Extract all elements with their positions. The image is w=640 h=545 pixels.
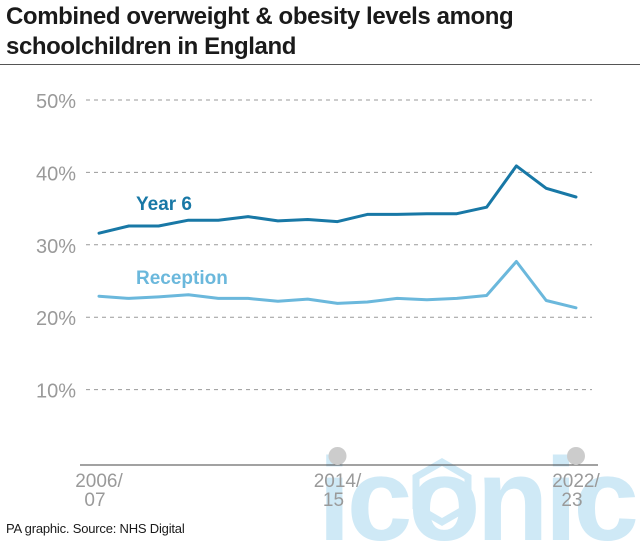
grid-lines <box>80 99 598 466</box>
watermark-hexagon <box>412 457 472 527</box>
x-axis-ticks: 2006/07 2014/15 2022/23 <box>75 447 600 511</box>
y-tick-label: 10% <box>36 381 76 403</box>
x-tick-label: 2022/ <box>552 471 600 492</box>
y-tick-label: 20% <box>36 308 76 330</box>
watermark-logo: iconic <box>318 434 640 545</box>
series-labels: Year 6 Reception <box>136 194 228 289</box>
y-tick-label: 40% <box>36 163 76 185</box>
x-tick-label: 15 <box>323 490 344 511</box>
source-note: PA graphic. Source: NHS Digital <box>6 521 185 536</box>
chart-title: Combined overweight & obesity levels amo… <box>6 3 514 60</box>
x-tick-label: 2006/ <box>75 471 123 492</box>
series-line-year6 <box>97 164 578 235</box>
y-tick-label: 30% <box>36 236 76 258</box>
y-tick-label: 50% <box>36 91 76 113</box>
series-label-year6: Year 6 <box>136 194 192 215</box>
x-tick-label: 23 <box>561 490 582 511</box>
x-tick-marker <box>567 447 585 465</box>
series-line-reception <box>97 260 578 310</box>
x-tick-label: 2014/ <box>314 471 362 492</box>
x-tick-label: 07 <box>84 490 105 511</box>
y-axis-ticks: 10% 20% 30% 40% 50% <box>36 91 76 403</box>
x-tick-marker <box>328 447 347 465</box>
series-label-reception: Reception <box>136 268 228 289</box>
watermark-text: iconic <box>318 434 636 545</box>
series-lines <box>97 164 578 310</box>
title-divider <box>0 64 640 65</box>
